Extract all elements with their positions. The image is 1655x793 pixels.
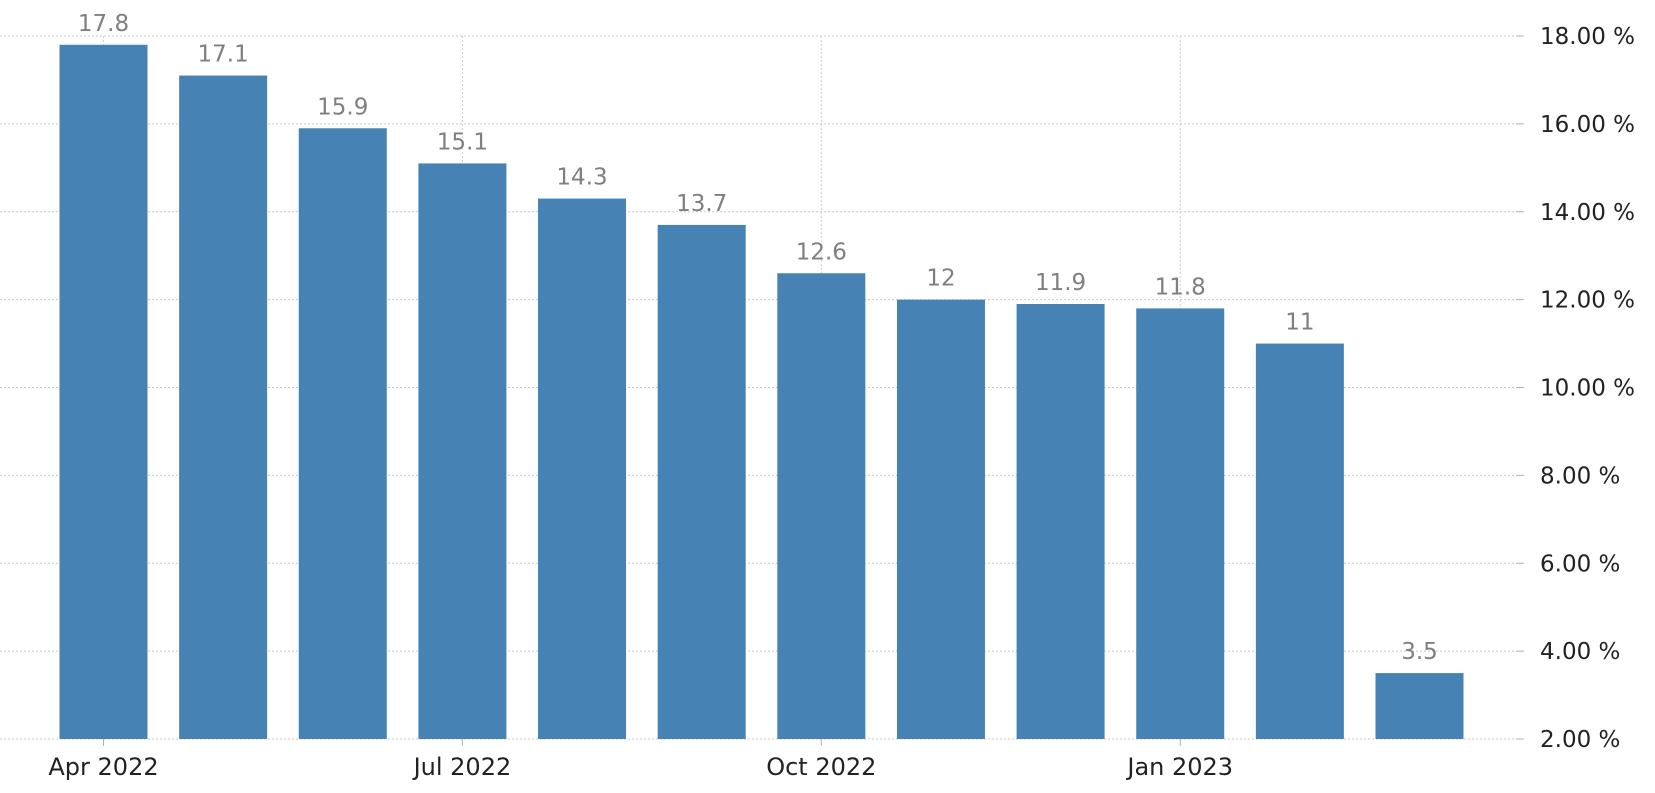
- y-axis: 2.00 % 4.00 % 6.00 % 8.00 % 10.00 % 12.00 % 14…: [1516, 24, 1635, 753]
- x-axis: Apr 2022 Jul 2022 Oct 2022 Jan 2023: [48, 739, 1233, 781]
- data-label: 11: [1285, 310, 1314, 336]
- data-label: 15.9: [317, 94, 368, 120]
- bar[interactable]: [1375, 673, 1464, 739]
- y-tick-label: 14.00 %: [1540, 200, 1635, 226]
- data-label: 15.1: [437, 129, 488, 155]
- bar[interactable]: [298, 128, 387, 740]
- y-tick-label: 8.00 %: [1540, 463, 1620, 489]
- y-tick-label: 6.00 %: [1540, 551, 1620, 577]
- y-tick-label: 12.00 %: [1540, 288, 1635, 314]
- bars: [59, 44, 1464, 740]
- data-labels: 17.8 17.1 15.9 15.1 14.3 13.7 12.6 12 11.9 11.8 11…: [78, 11, 1438, 665]
- bar[interactable]: [657, 224, 746, 739]
- x-tick-label: Jul 2022: [412, 753, 512, 781]
- y-tick-label: 16.00 %: [1540, 112, 1635, 138]
- bar[interactable]: [538, 198, 627, 740]
- y-tick-label: 18.00 %: [1540, 24, 1635, 50]
- data-label: 17.1: [198, 42, 249, 68]
- y-tick-label: 10.00 %: [1540, 376, 1635, 402]
- x-tick-label: Oct 2022: [766, 753, 876, 781]
- data-label: 3.5: [1401, 639, 1438, 665]
- bar[interactable]: [179, 75, 268, 739]
- data-label: 12.6: [796, 239, 847, 265]
- data-label: 14.3: [556, 165, 607, 191]
- bar[interactable]: [896, 299, 985, 739]
- y-tick-label: 4.00 %: [1540, 639, 1620, 665]
- bar[interactable]: [1136, 308, 1225, 739]
- y-tick-label: 2.00 %: [1540, 727, 1620, 753]
- bar[interactable]: [1016, 304, 1105, 739]
- data-label: 17.8: [78, 11, 129, 37]
- data-label: 13.7: [676, 191, 727, 217]
- data-label: 12: [926, 266, 955, 292]
- data-label: 11.9: [1035, 270, 1086, 296]
- data-label: 11.8: [1155, 274, 1206, 300]
- bar[interactable]: [1255, 343, 1344, 739]
- bar[interactable]: [418, 163, 507, 739]
- bar[interactable]: [59, 44, 148, 740]
- bar[interactable]: [777, 273, 866, 739]
- x-tick-label: Apr 2022: [48, 753, 158, 781]
- x-tick-label: Jan 2023: [1125, 753, 1233, 781]
